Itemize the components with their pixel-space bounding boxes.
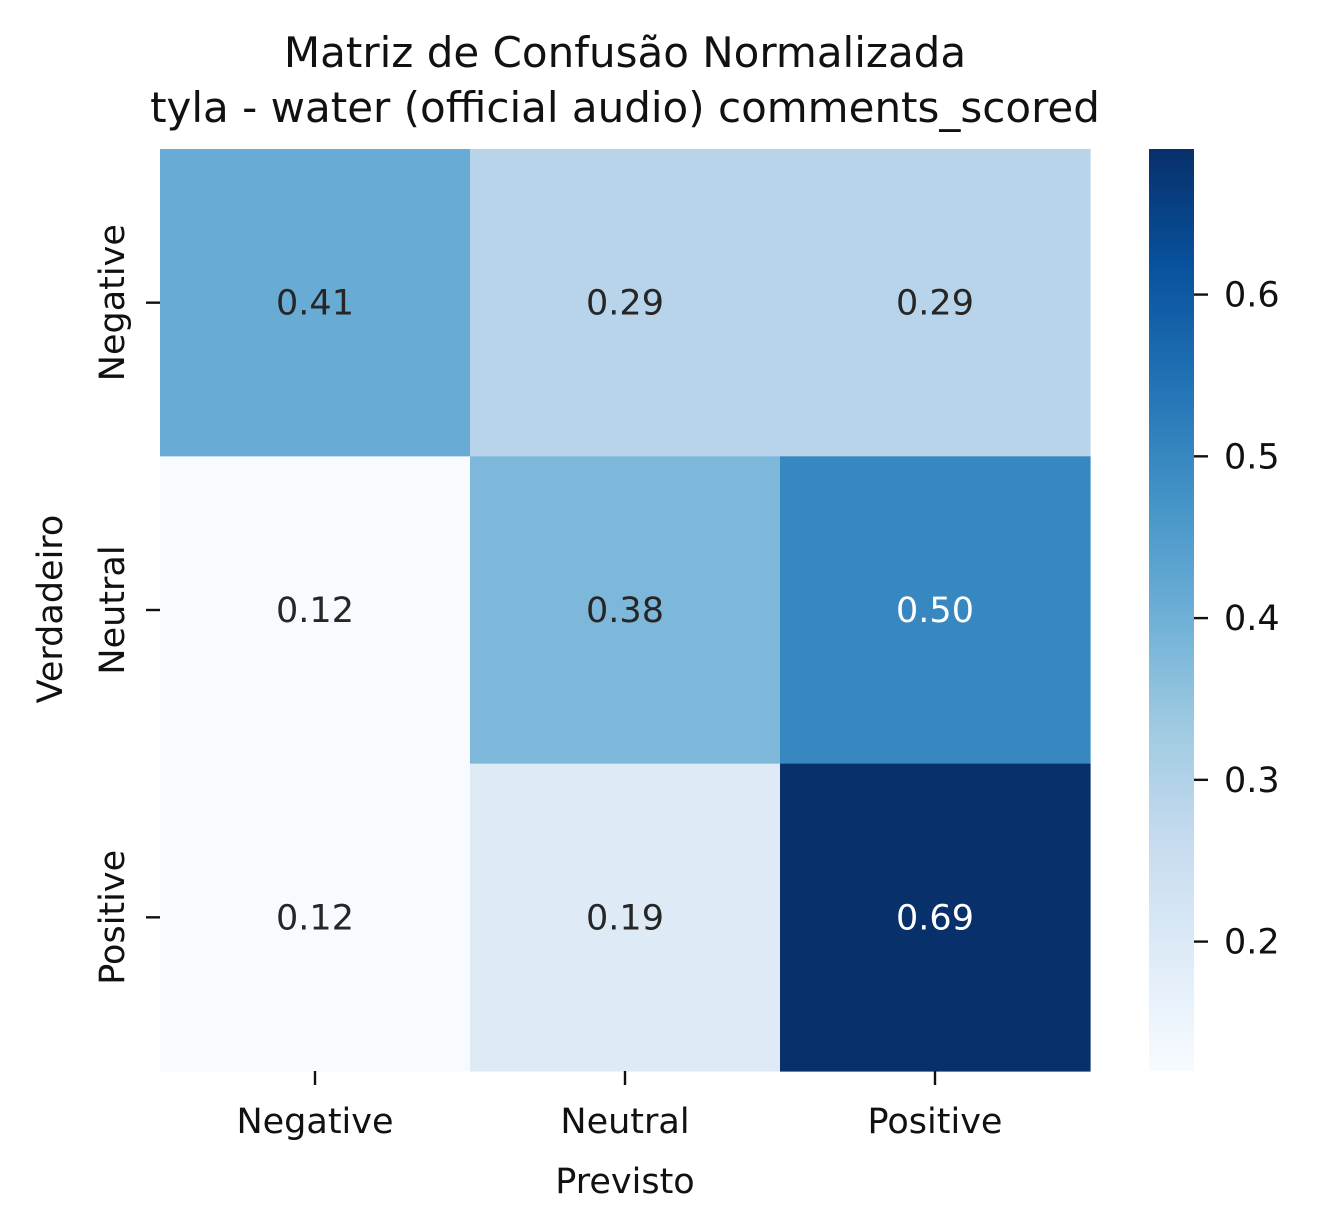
y-tick-label: Positive xyxy=(93,850,133,985)
x-tick-label: Positive xyxy=(868,1102,1003,1142)
colorbar-ticks: 0.2 0.3 0.4 0.5 0.6 xyxy=(1194,276,1280,963)
cell-value-label: 0.29 xyxy=(896,284,974,324)
colorbar-tick-label: 0.5 xyxy=(1224,437,1280,477)
cell-value-label: 0.50 xyxy=(896,591,974,631)
heatmap-cell xyxy=(160,763,471,1072)
y-tick-label: Neutral xyxy=(93,545,133,674)
heatmap-cell xyxy=(470,149,781,457)
cell-value-label: 0.29 xyxy=(586,284,664,324)
colorbar-tick-label: 0.3 xyxy=(1224,761,1280,801)
chart-subtitle: tyla - water (official audio) comments_s… xyxy=(150,83,1100,132)
colorbar xyxy=(1149,149,1194,1071)
y-tick-label: Negative xyxy=(93,224,133,381)
colorbar-tick-label: 0.4 xyxy=(1224,599,1280,639)
chart-title: Matriz de Confusão Normalizada xyxy=(284,28,966,77)
y-axis-label: Verdadeiro xyxy=(31,515,71,704)
x-axis-label: Previsto xyxy=(555,1162,694,1202)
heatmap-cell xyxy=(160,149,471,457)
cell-value-label: 0.38 xyxy=(586,591,664,631)
heatmap-cell xyxy=(780,149,1091,457)
cell-value-label: 0.41 xyxy=(276,284,354,324)
cell-value-label: 0.19 xyxy=(586,898,664,938)
heatmap-cell xyxy=(470,763,781,1072)
colorbar-tick-label: 0.6 xyxy=(1224,276,1280,316)
heatmap-cell xyxy=(780,456,1091,765)
heatmap-cell-labels: 0.41 0.29 0.29 0.12 0.38 0.50 0.12 0.19 0.69 xyxy=(276,284,974,939)
x-tick-label: Negative xyxy=(236,1102,393,1142)
x-tick-label: Neutral xyxy=(560,1102,689,1142)
cell-value-label: 0.12 xyxy=(276,591,354,631)
x-axis-ticks: Negative Neutral Positive xyxy=(236,1071,1002,1142)
heatmap-cell xyxy=(780,763,1091,1072)
heatmap-cell xyxy=(470,456,781,765)
heatmap-cell xyxy=(160,456,471,765)
cell-value-label: 0.12 xyxy=(276,898,354,938)
colorbar-tick-label: 0.2 xyxy=(1224,923,1280,963)
heatmap-cells xyxy=(160,149,1091,1072)
y-axis-ticks: Negative Neutral Positive xyxy=(93,224,160,985)
cell-value-label: 0.69 xyxy=(896,898,974,938)
